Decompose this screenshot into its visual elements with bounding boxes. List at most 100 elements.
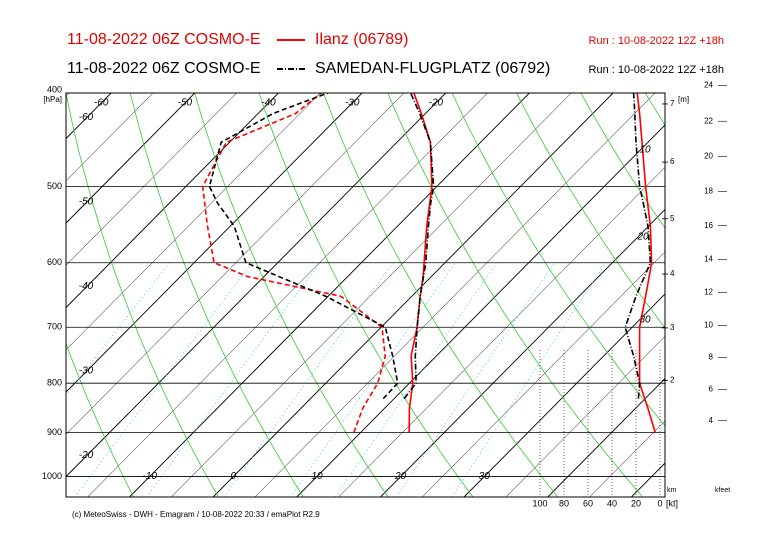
station-name: Ilanz (06789) <box>315 31 408 48</box>
y-tick-label: 700 <box>47 322 62 332</box>
plot-frame <box>65 92 666 498</box>
isotherm-label: -40 <box>261 98 276 109</box>
km-label: km <box>667 487 677 494</box>
isotherm <box>505 335 665 497</box>
dry-adiabat <box>66 93 219 497</box>
left-label: -60 <box>79 112 94 123</box>
wind-tick-label: 20 <box>631 498 641 508</box>
isotherm <box>212 93 614 497</box>
wind-speed-line <box>624 93 652 399</box>
km-tick-label: 7 <box>670 99 675 108</box>
left-label: -50 <box>79 197 94 208</box>
wind-tick-label: 0 <box>657 498 662 508</box>
wind-tick-label: 60 <box>583 498 593 508</box>
isotherm <box>171 93 572 497</box>
isotherm <box>589 420 665 497</box>
wind-tick-label: 80 <box>559 498 569 508</box>
isotherm-label: 0 <box>231 471 237 482</box>
wind-tick-label: 100 <box>532 498 547 508</box>
height-unit: [m] <box>678 95 689 104</box>
y-tick-label: 600 <box>47 257 62 267</box>
model-label: 11-08-2022 06Z COSMO-E <box>67 31 261 48</box>
left-label: -30 <box>79 366 94 377</box>
footer: (c) MeteoSwiss - DWH - Emagram / 10-08-2… <box>72 510 320 519</box>
y-unit: [hPa] <box>43 95 62 104</box>
isotherm-label: -50 <box>178 98 193 109</box>
isotherm <box>66 93 196 224</box>
dry-adiabat <box>258 93 474 497</box>
dry-adiabat <box>710 93 766 497</box>
left-label: -40 <box>79 281 94 292</box>
isotherm <box>380 208 665 497</box>
wind-label: 20 <box>636 232 649 243</box>
dry-adiabat <box>387 93 644 497</box>
mixing-ratio <box>74 262 253 497</box>
km-tick-label: 2 <box>670 376 675 385</box>
dry-adiabat <box>129 93 304 497</box>
isotherm-label: -60 <box>94 98 109 109</box>
kfeet-tick-label: 20 <box>704 152 713 161</box>
kfeet-tick-label: 14 <box>704 255 713 264</box>
isotherm <box>547 377 665 497</box>
kfeet-tick-label: 24 <box>704 80 713 89</box>
wind-tick-label: 40 <box>607 498 617 508</box>
y-tick-label: 900 <box>47 427 62 437</box>
dry-adiabat <box>323 93 559 497</box>
isotherm <box>66 93 321 351</box>
temperature-line <box>403 93 435 400</box>
isotherm <box>66 93 447 478</box>
dry-adiabat <box>0 93 49 497</box>
kfeet-tick-label: 8 <box>709 353 714 362</box>
isotherm <box>463 293 665 497</box>
kfeet-label: kfeet <box>715 487 730 494</box>
station-name: SAMEDAN-FLUGPLATZ (06792) <box>315 60 550 77</box>
dry-adiabat <box>66 342 135 497</box>
kfeet-tick-label: 16 <box>704 221 713 230</box>
isotherm <box>715 93 766 497</box>
kfeet-tick-label: 4 <box>709 416 714 425</box>
isotherm-label: 30 <box>479 471 491 482</box>
y-tick-label: 1000 <box>42 471 62 481</box>
run-label: Run : 10-08-2022 12Z +18h <box>589 35 724 47</box>
isotherm <box>66 93 405 435</box>
isotherm <box>338 166 665 497</box>
isotherm <box>296 124 665 497</box>
mixing-ratio <box>334 262 498 497</box>
isotherm <box>631 462 665 497</box>
dry-adiabat <box>516 93 665 329</box>
isotherm-label: 10 <box>311 471 323 482</box>
isotherm <box>254 93 656 497</box>
mixing-ratio <box>146 262 321 497</box>
isotherm <box>673 93 766 497</box>
km-tick-label: 3 <box>670 323 675 332</box>
isotherm <box>66 93 237 266</box>
y-tick-label: 400 <box>47 84 62 94</box>
dry-adiabat <box>194 93 389 497</box>
dry-adiabat <box>580 93 665 229</box>
isotherm <box>66 93 363 393</box>
mixing-ratio <box>223 262 393 497</box>
left-label: -20 <box>79 450 94 461</box>
isotherm <box>66 93 154 182</box>
y-tick-label: 800 <box>47 378 62 388</box>
isotherm-label: -30 <box>345 98 360 109</box>
wind-unit: [kt] <box>666 498 678 508</box>
km-tick-label: 6 <box>670 157 675 166</box>
isotherm <box>422 251 665 497</box>
dry-adiabat <box>451 93 665 427</box>
wind-label: 10 <box>639 145 651 156</box>
isotherm-label: 20 <box>394 471 407 482</box>
isotherm <box>129 93 530 497</box>
kfeet-tick-label: 6 <box>709 385 714 394</box>
run-label: Run : 10-08-2022 12Z +18h <box>589 64 724 76</box>
km-tick-label: 5 <box>670 214 675 223</box>
kfeet-tick-label: 22 <box>704 116 713 125</box>
mixing-ratio <box>290 262 456 497</box>
isotherm <box>66 93 279 309</box>
kfeet-tick-label: 12 <box>704 288 713 297</box>
y-tick-label: 500 <box>47 181 62 191</box>
isotherm-label: -10 <box>142 471 157 482</box>
kfeet-tick-label: 18 <box>704 187 713 196</box>
isotherm-label: -20 <box>429 98 444 109</box>
